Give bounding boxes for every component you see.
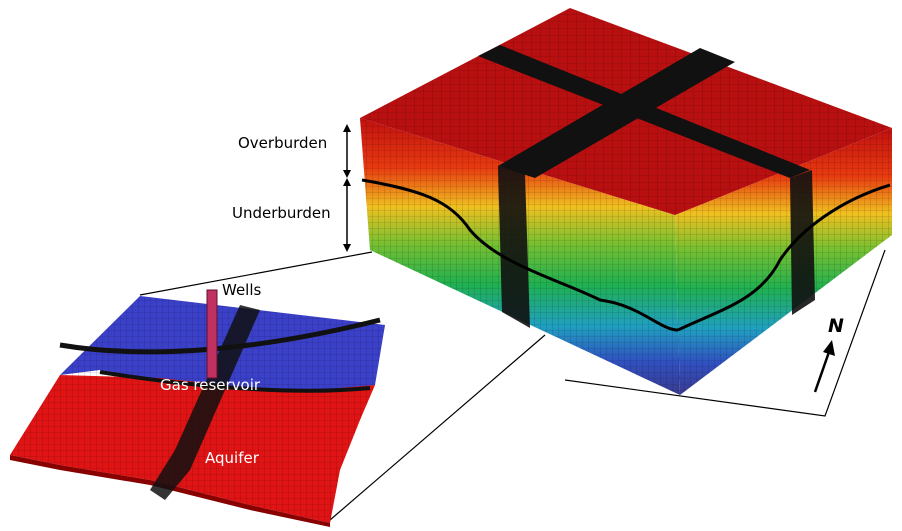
label-aquifer: Aquifer [205,449,260,467]
label-overburden: Overburden [238,134,327,152]
thickness-arrows [343,124,351,252]
inset-surface [10,289,385,527]
connector [329,334,546,521]
label-underburden: Underburden [232,204,331,222]
reservoir-block [360,8,892,395]
north-arrow [813,340,835,393]
label-wells: Wells [222,281,262,299]
base-outline [564,249,886,417]
label-gas-reservoir: Gas reservoir [160,376,261,394]
connector [139,251,373,296]
label-north: N [828,315,844,337]
well [206,289,218,379]
